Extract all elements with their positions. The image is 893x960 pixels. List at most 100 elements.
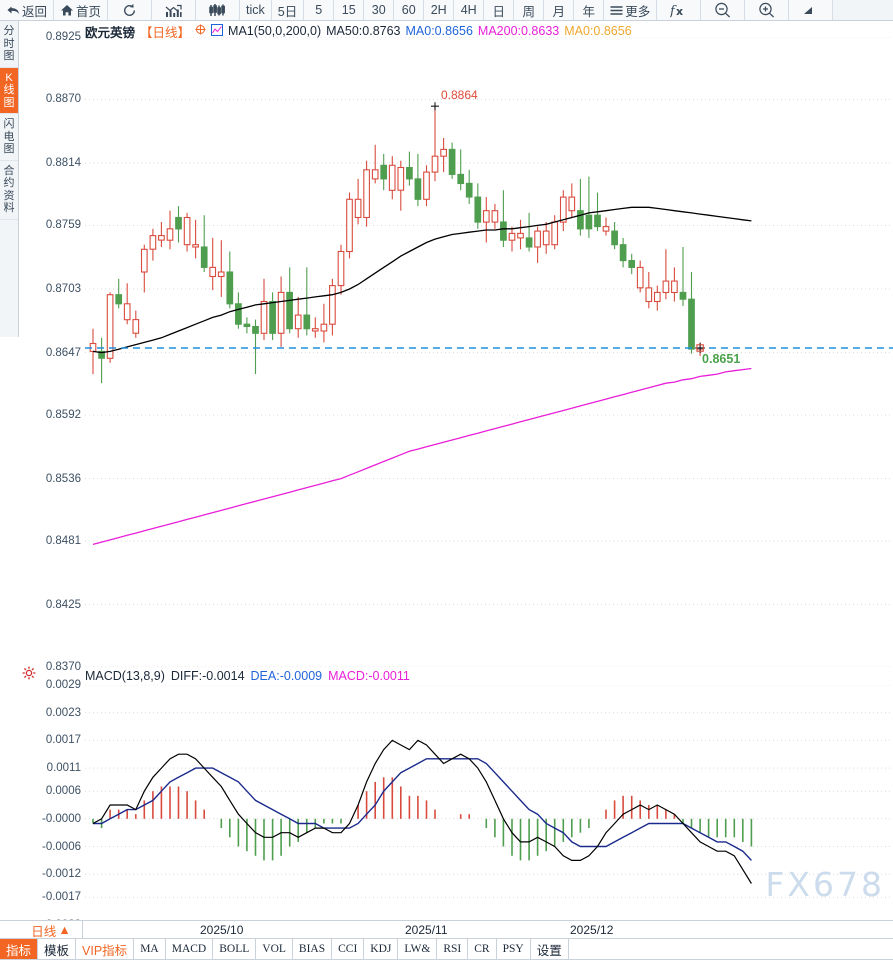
zoom-in-icon: [758, 2, 775, 18]
macd-y-axis-tick-label: -0.0012: [41, 868, 81, 881]
zoom-in-button[interactable]: [745, 0, 790, 20]
ma0-value-orange: MA0:0.8656: [564, 24, 632, 38]
indicator-tab-kdj[interactable]: KDJ: [364, 939, 399, 960]
macd-y-axis-tick-label: -0.0000: [41, 812, 81, 825]
macd-macd-value: MACD:-0.0011: [328, 669, 410, 683]
indicator-tab-rsi[interactable]: RSI: [437, 939, 469, 960]
y-axis-tick-label: 0.8925: [45, 31, 81, 43]
sidebar-item-contract[interactable]: 合约资料: [0, 161, 18, 220]
y-axis-tick-label: 0.8536: [45, 472, 81, 485]
period-60m-button[interactable]: 60: [394, 0, 425, 20]
zoom-out-button[interactable]: [701, 0, 746, 20]
sidebar-item-lightning-label: 闪电图: [3, 118, 15, 155]
zoom-out-icon: [714, 2, 731, 18]
period-selector[interactable]: 日线 ▲: [20, 921, 83, 939]
y-axis-tick-label: 0.8870: [45, 93, 81, 106]
indicator-tab-lwr[interactable]: LW&: [398, 939, 438, 960]
period-label: 【日线】: [140, 25, 191, 40]
indicator-tab-vip[interactable]: VIP指标: [76, 939, 135, 960]
sidebar-item-lightning[interactable]: 闪电图: [0, 114, 18, 161]
period-year-button[interactable]: 年: [574, 0, 605, 20]
period-2h-button[interactable]: 2H: [424, 0, 455, 20]
last-price-label: 0.8651: [702, 352, 741, 367]
indicator-tab-cr[interactable]: CR: [468, 939, 497, 960]
indicator-tab-vol[interactable]: VOL: [256, 939, 293, 960]
period-tick-button[interactable]: tick: [240, 0, 272, 20]
macd-y-axis: 0.0029 0.0023 0.0017 0.0011 0.0006 -0.0000 -0.…: [19, 679, 81, 931]
period-4h-button[interactable]: 4H: [454, 0, 485, 20]
macd-diff-value: DIFF:-0.0014: [170, 669, 245, 683]
period-month-button[interactable]: 月: [544, 0, 575, 20]
y-axis-tick-label: 0.8814: [45, 157, 81, 169]
macd-y-axis-tick-label: 0.0017: [45, 734, 81, 747]
indicator-tab-cci[interactable]: CCI: [332, 939, 365, 960]
period-day-button[interactable]: 日: [484, 0, 515, 20]
indicator-tab-boll[interactable]: BOLL: [213, 939, 257, 960]
ma-params-label: MA1(50,0,200,0): [228, 24, 322, 38]
macd-title: MACD(13,8,9): [85, 669, 165, 683]
period-15m-button[interactable]: 15: [334, 0, 365, 20]
date-axis-label: 2025/11: [405, 923, 448, 937]
period-4h-button-label: 4H: [460, 3, 477, 17]
macd-chart-header: MACD(13,8,9) DIFF:-0.0014 DEA:-0.0009 MA…: [85, 668, 410, 684]
period-month-button-label: 月: [552, 4, 565, 19]
back-button[interactable]: 返回: [0, 0, 55, 20]
indicator-tab-ma[interactable]: MA: [134, 939, 166, 960]
period-60m-button-label: 60: [401, 3, 416, 17]
svg-text:x: x: [676, 5, 683, 18]
macd-y-axis-tick-label: -0.0017: [41, 891, 81, 904]
crosshair-toggle-icon[interactable]: [195, 24, 206, 38]
candlestick-icon: [209, 3, 226, 18]
y-axis-tick-label: 0.8370: [45, 661, 81, 673]
macd-y-axis-tick-label: 0.0011: [46, 762, 81, 775]
indicator-tab-psy[interactable]: PSY: [496, 939, 531, 960]
more-button-label: 更多: [625, 4, 651, 19]
svg-text:f: f: [670, 4, 677, 18]
chart-type-button[interactable]: [152, 0, 197, 20]
period-5day-button[interactable]: 5日: [271, 0, 305, 20]
y-axis-tick-label: 0.8759: [45, 219, 81, 232]
ma0-value-blue: MA0:0.8656: [405, 24, 473, 38]
expand-button[interactable]: [789, 0, 834, 20]
indicator-tab-settings[interactable]: 设置: [530, 939, 569, 960]
refresh-icon: [122, 3, 137, 18]
period-30m-button[interactable]: 30: [364, 0, 395, 20]
triangle-icon: [803, 4, 818, 17]
home-button[interactable]: 首页: [54, 0, 109, 20]
price-y-axis: 0.8925 0.8870 0.8814 0.8759 0.8703 0.8647 0.85…: [19, 31, 81, 673]
chart-area: 欧元英镑 【日线】 MA1(50,0,200,0) MA50:0.8763 MA…: [19, 21, 893, 931]
back-button-label: 返回: [22, 4, 48, 19]
indicator-tab-bias[interactable]: BIAS: [292, 939, 333, 960]
candlestick-button[interactable]: [196, 0, 241, 20]
period-15m-button-label: 15: [341, 3, 356, 17]
indicator-settings-icon[interactable]: [22, 666, 36, 683]
indicator-tab-indicator[interactable]: 指标: [0, 939, 39, 960]
more-button[interactable]: 更多: [604, 0, 658, 20]
home-button-label: 首页: [76, 4, 102, 19]
period-week-button[interactable]: 周: [514, 0, 545, 20]
price-candlestick-plot[interactable]: [85, 37, 893, 667]
date-axis-label: 2025/12: [570, 923, 614, 937]
macd-y-axis-tick-label: -0.0006: [41, 840, 81, 853]
period-30m-button-label: 30: [371, 3, 386, 17]
indicator-toolbar: 指标 模板 VIP指标 MA MACD BOLL VOL BIAS CCI KDJ LW& RSI CR…: [0, 939, 893, 960]
indicator-tab-template[interactable]: 模板: [38, 939, 77, 960]
period-week-button-label: 周: [522, 4, 535, 19]
period-high-label: 0.8864: [441, 88, 478, 103]
indicator-tab-macd[interactable]: MACD: [165, 939, 214, 960]
period-5m-button[interactable]: 5: [304, 0, 335, 20]
period-5m-button-label: 5: [315, 3, 323, 17]
sidebar-item-timeshare[interactable]: 分时图: [0, 21, 18, 68]
sidebar-item-contract-label: 合约资料: [3, 164, 15, 215]
triangle-up-icon: ▲: [58, 923, 71, 937]
macd-indicator-plot[interactable]: [85, 685, 893, 925]
period-year-button-label: 年: [582, 4, 595, 19]
macd-y-axis-tick-label: 0.0006: [45, 785, 81, 798]
ma-settings-icon[interactable]: [211, 23, 224, 39]
symbol-label: 欧元英镑: [85, 25, 136, 40]
refresh-button[interactable]: [108, 0, 153, 20]
